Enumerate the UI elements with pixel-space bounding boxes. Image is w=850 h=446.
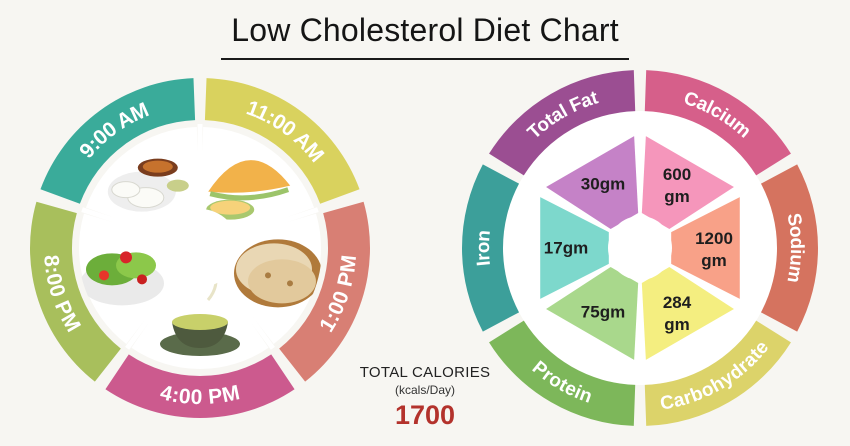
nutrient-value-iron: 17gm bbox=[544, 239, 588, 258]
nutrient-value-calcium: 600 gm bbox=[663, 165, 691, 206]
nutrient-name-sodium: Sodium bbox=[783, 211, 808, 284]
meal-time-band-1-00-pm bbox=[279, 201, 370, 382]
nutrient-band-sodium bbox=[760, 164, 818, 332]
nutrient-value-cell-iron bbox=[540, 197, 609, 299]
idli-sambar-image bbox=[85, 127, 200, 248]
total-calories-value: 1700 bbox=[394, 400, 456, 430]
nutrient-band-iron bbox=[462, 164, 520, 332]
meal-time-band-8-00-pm bbox=[30, 201, 121, 382]
nutrient-value-cell-carbohydrate bbox=[641, 267, 734, 360]
nutrient-band-protein bbox=[489, 320, 636, 426]
nutrient-value-cell-sodium bbox=[671, 197, 740, 299]
nutrient-band-calcium bbox=[644, 70, 791, 176]
meal-time-band-4-00-pm bbox=[105, 354, 295, 419]
meal-time-band-9-00-am bbox=[40, 78, 196, 204]
nutrient-wheel-center bbox=[608, 216, 672, 280]
meal-time-wheel: 9:00 AM 11:00 AM1:00 PM4:00 PM8:00 PM bbox=[30, 78, 370, 419]
meal-wheel-center bbox=[161, 209, 239, 287]
melon-image bbox=[200, 127, 315, 248]
nutrient-name-iron: Iron bbox=[472, 229, 494, 267]
page-title: Low Cholesterol Diet Chart bbox=[231, 12, 619, 48]
nutrient-band-carbohydrate bbox=[644, 320, 791, 426]
meal-time-band-11-00-am bbox=[204, 78, 360, 204]
total-calories-label: TOTAL CALORIES bbox=[359, 364, 491, 381]
nutrient-value-total-fat: 30gm bbox=[581, 174, 625, 193]
nutrient-value-cell-total-fat bbox=[546, 136, 639, 229]
calories-unit: (kcals/Day) bbox=[394, 383, 455, 397]
title-underline bbox=[221, 58, 629, 60]
nutrient-value-cell-protein bbox=[546, 267, 639, 360]
nutrient-value-carbohydrate: 284 gm bbox=[663, 293, 692, 334]
nutrient-value-sodium: 1200 gm bbox=[695, 229, 733, 270]
nutrient-value-protein: 75gm bbox=[581, 303, 625, 322]
nutrient-value-cell-calcium bbox=[641, 136, 734, 229]
nutrient-band-total-fat bbox=[489, 70, 636, 176]
